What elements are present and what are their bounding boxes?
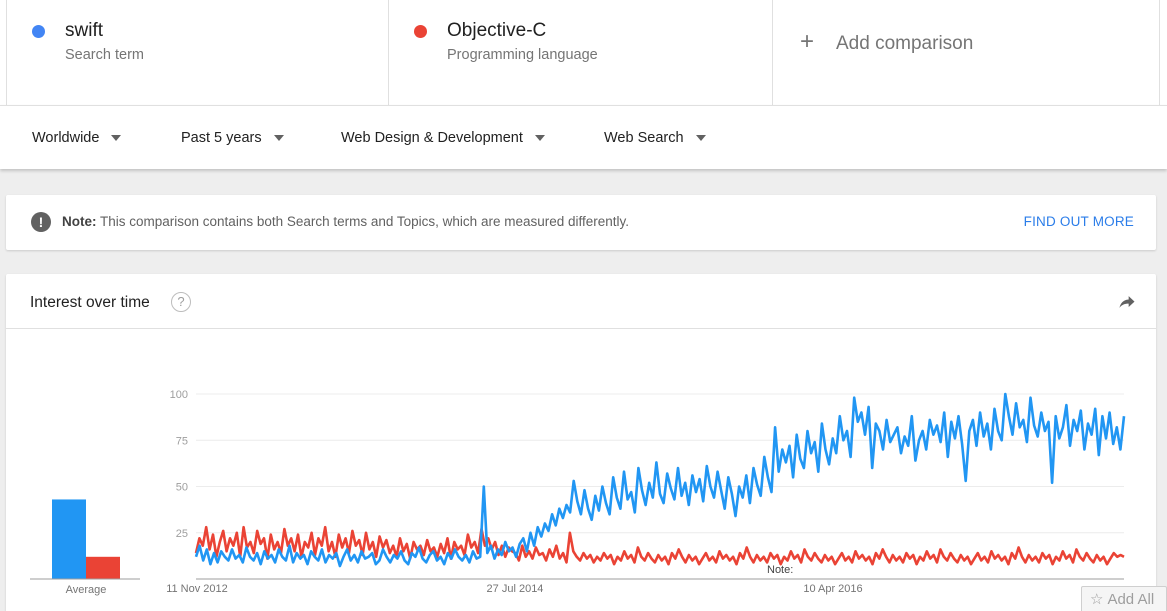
help-icon[interactable]: ? (171, 292, 191, 312)
series-line-swift (194, 392, 1126, 568)
time-range-dropdown[interactable]: Past 5 years (181, 130, 284, 146)
find-out-more-link[interactable]: FIND OUT MORE (1023, 214, 1134, 229)
category-label: Web Design & Development (341, 130, 523, 146)
region-dropdown[interactable]: Worldwide (32, 130, 122, 146)
alert-icon: ! (31, 212, 51, 232)
term-name: swift (65, 20, 103, 41)
term-card-swift[interactable]: swift Search term (6, 0, 389, 105)
card-title: Interest over time (30, 294, 150, 311)
term-type: Search term (65, 47, 144, 63)
x-tick-label: 27 Jul 2014 (487, 583, 544, 595)
term-card-objective-c[interactable]: Objective-C Programming language (389, 0, 773, 105)
y-tick-label: 75 (176, 435, 188, 447)
average-bar-objective-c (86, 556, 120, 579)
terms-row: swift Search term Objective-C Programmin… (0, 0, 1167, 105)
search-type-dropdown[interactable]: Web Search (604, 130, 706, 146)
y-tick-label: 50 (176, 482, 188, 494)
average-bar-swift (52, 499, 86, 579)
term-type: Programming language (447, 47, 598, 63)
add-comparison-label: Add comparison (836, 33, 974, 54)
average-label: Average (66, 584, 107, 596)
term-name: Objective-C (447, 20, 547, 41)
share-icon[interactable] (1116, 292, 1138, 312)
chevron-down-icon (111, 135, 122, 141)
chart-annotation: Note: (767, 564, 793, 576)
objective-c-color-dot (414, 25, 427, 38)
add-comparison-button[interactable]: + Add comparison (773, 0, 1160, 105)
star-icon: ☆ (1090, 591, 1104, 608)
x-tick-label: 10 Apr 2016 (803, 583, 862, 595)
series-line-objective-c (194, 525, 1125, 566)
add-all-button[interactable]: ☆ Add All (1081, 586, 1167, 611)
add-all-label: Add All (1107, 591, 1155, 608)
note-bold: Note: (62, 214, 97, 229)
time-range-label: Past 5 years (181, 130, 262, 146)
x-tick-label: 11 Nov 2012 (166, 583, 228, 595)
y-tick-label: 100 (170, 389, 188, 401)
swift-color-dot (32, 25, 45, 38)
region-label: Worldwide (32, 130, 100, 146)
note-text: Note: This comparison contains both Sear… (62, 214, 629, 229)
chevron-down-icon (695, 135, 706, 141)
plus-icon: + (800, 28, 815, 55)
category-dropdown[interactable]: Web Design & Development (341, 130, 545, 146)
search-type-label: Web Search (604, 130, 684, 146)
chevron-down-icon (534, 135, 545, 141)
note-body: This comparison contains both Search ter… (96, 214, 630, 229)
card-header: Interest over time ? (6, 274, 1156, 329)
chevron-down-icon (273, 135, 284, 141)
note-card: ! Note: This comparison contains both Se… (6, 195, 1156, 250)
filter-bar: Worldwide Past 5 years Web Design & Deve… (0, 105, 1167, 169)
y-tick-label: 25 (176, 528, 188, 540)
